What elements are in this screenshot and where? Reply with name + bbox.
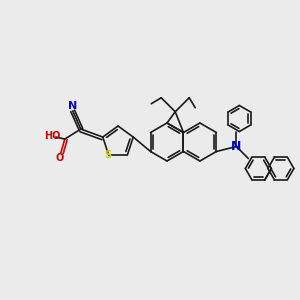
Text: N: N: [68, 101, 77, 111]
Text: N: N: [231, 140, 242, 153]
Text: HO: HO: [45, 131, 61, 141]
Text: S: S: [104, 150, 111, 160]
Text: O: O: [56, 153, 64, 163]
